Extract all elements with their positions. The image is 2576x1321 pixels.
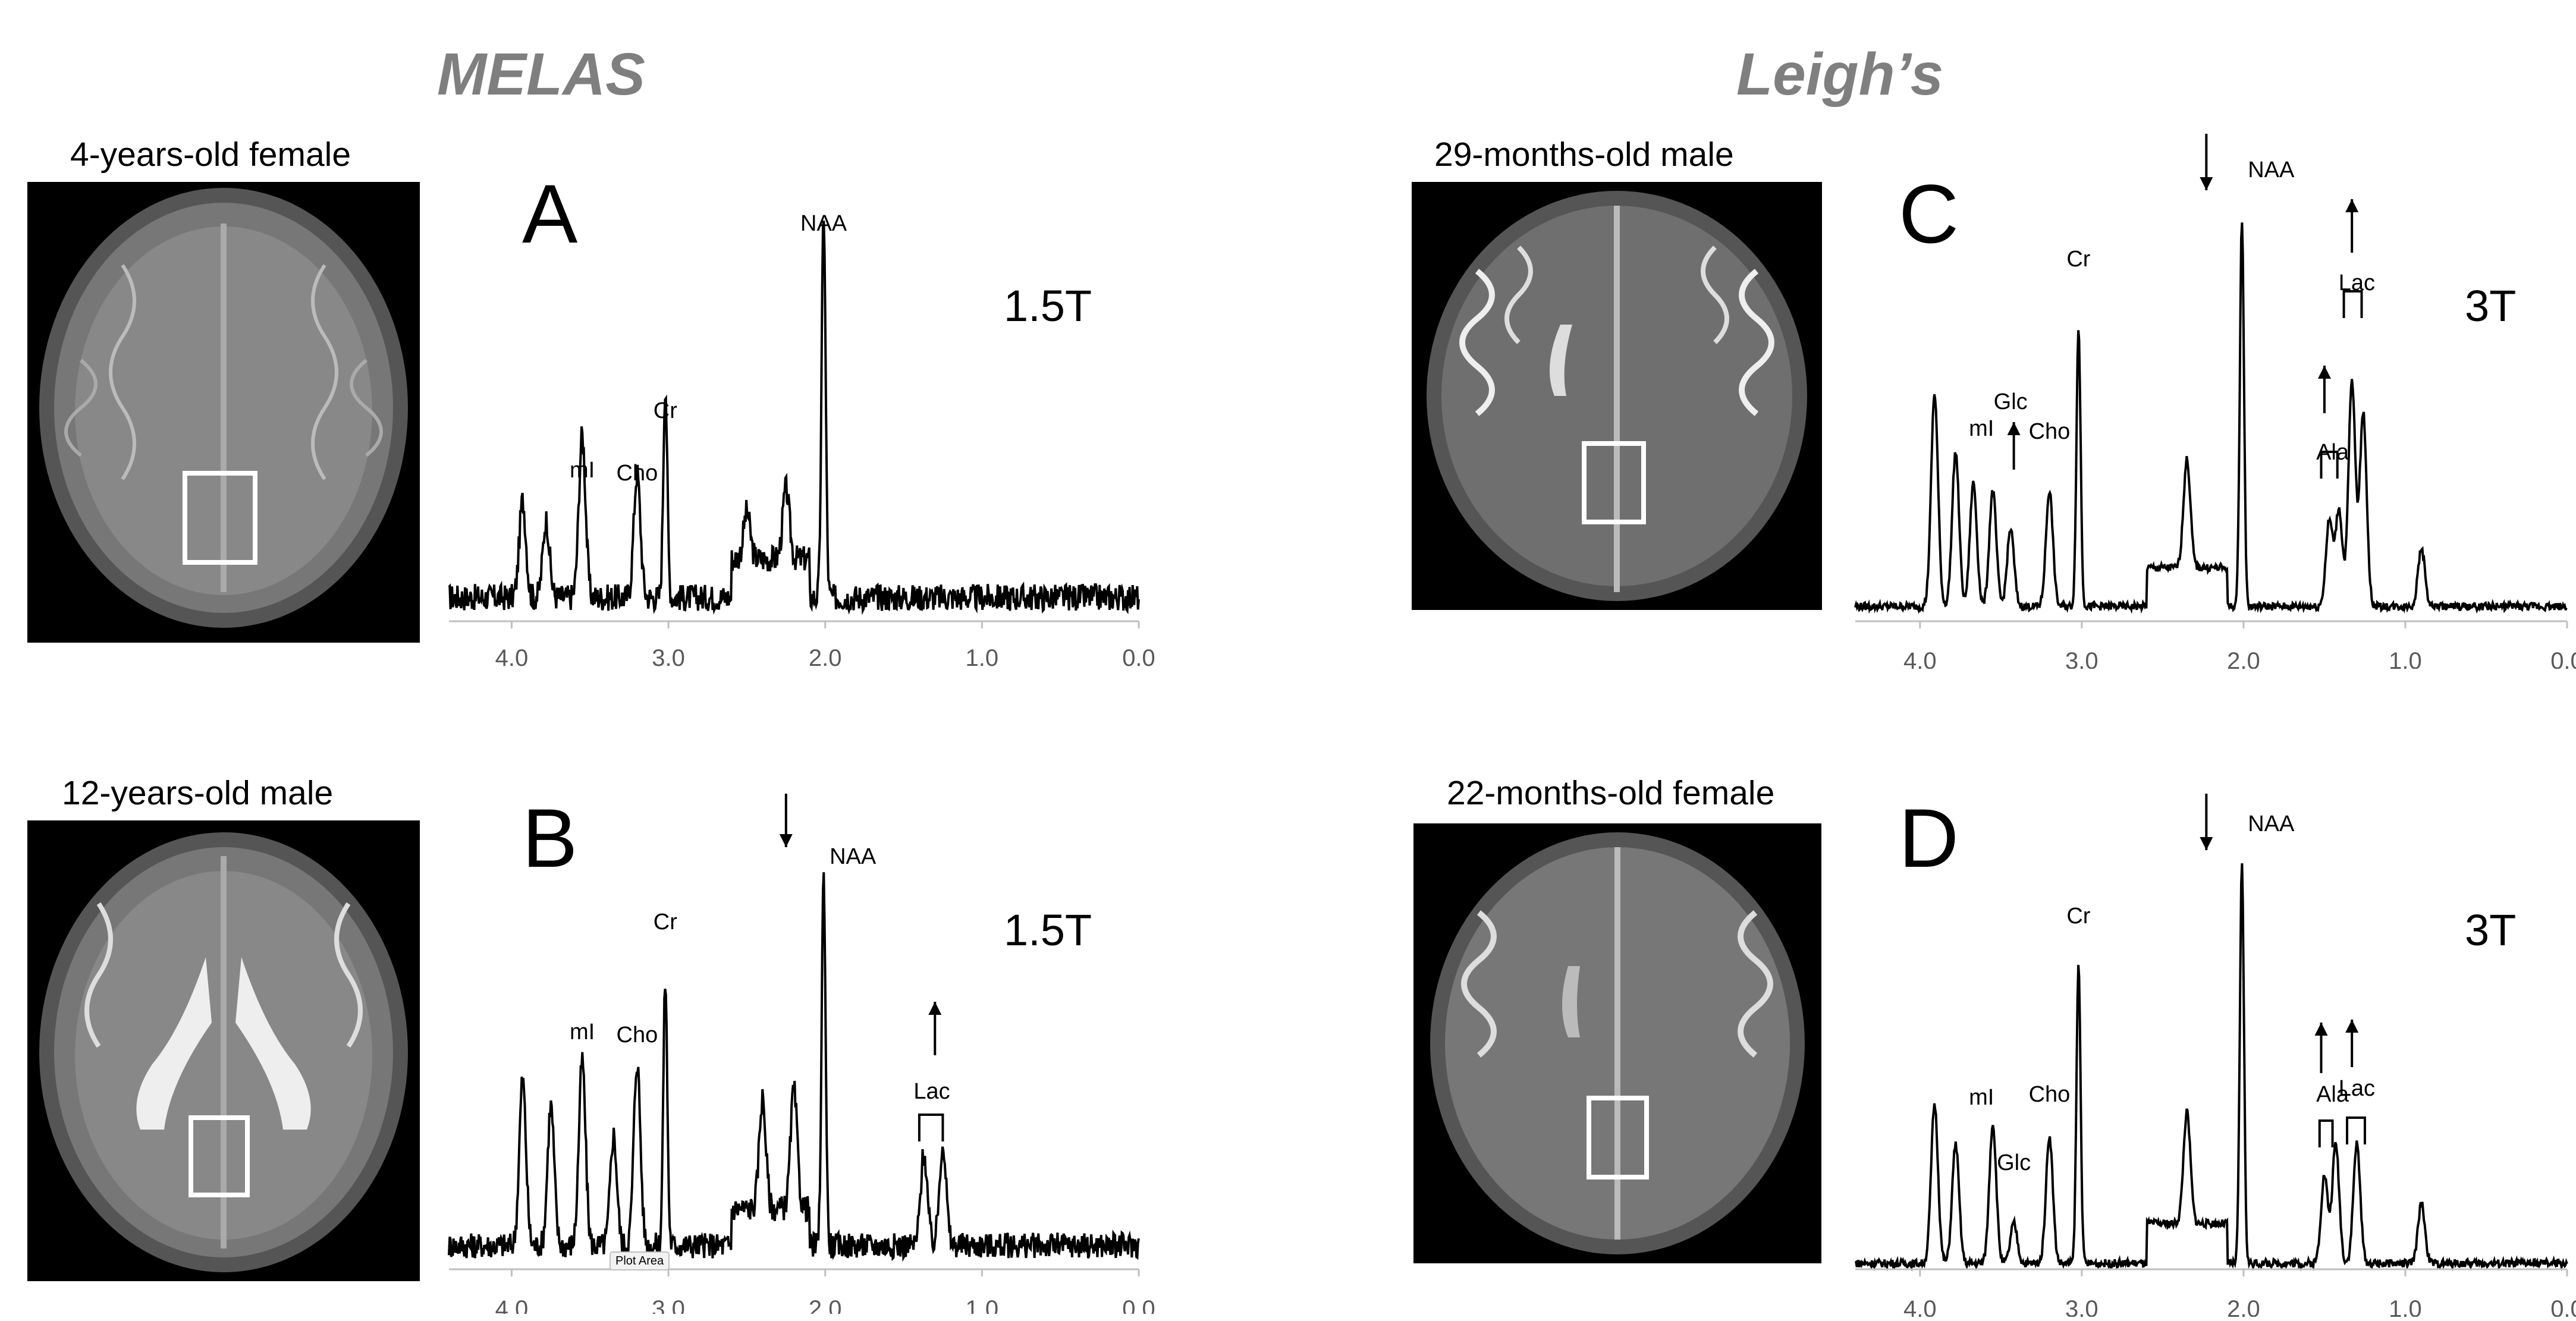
x-tick-label: 3.0 bbox=[652, 1296, 685, 1314]
group-title-melas: MELAS bbox=[437, 41, 645, 108]
doublet-bracket bbox=[918, 1114, 944, 1141]
panel-letter-d: D bbox=[1899, 791, 1959, 885]
x-tick-label: 0.0 bbox=[1122, 1296, 1155, 1314]
peak-label-mi: mI bbox=[570, 1020, 595, 1045]
mri-image-b bbox=[27, 820, 420, 1281]
group-title-leighs: Leigh’s bbox=[1736, 41, 1944, 108]
x-tick-label: 1.0 bbox=[2389, 648, 2422, 669]
x-tick-label: 1.0 bbox=[966, 1296, 999, 1314]
panel-letter-b: B bbox=[522, 791, 578, 885]
roi-box-d bbox=[1587, 1096, 1649, 1180]
spectrum-line bbox=[448, 872, 1140, 1262]
peak-label-cho: Cho bbox=[2029, 1082, 2071, 1107]
peak-label-naa: NAA bbox=[2248, 812, 2295, 836]
x-tick-label: 4.0 bbox=[495, 645, 529, 671]
peak-label-glc: Glc bbox=[1994, 389, 2028, 414]
x-tick-label: 3.0 bbox=[652, 645, 685, 671]
roi-box-a bbox=[183, 471, 257, 565]
mri-image-c bbox=[1412, 182, 1822, 610]
x-tick-label: 3.0 bbox=[2065, 648, 2099, 669]
mri-image-a bbox=[27, 182, 420, 643]
peak-label-cho: Cho bbox=[617, 461, 658, 486]
roi-box-b bbox=[189, 1115, 250, 1197]
patient-caption-a: 4-years-old female bbox=[70, 136, 351, 174]
peak-label-naa: NAA bbox=[830, 844, 877, 869]
peak-label-glc: Glc bbox=[1997, 1150, 2031, 1175]
x-tick-label: 0.0 bbox=[2550, 648, 2576, 669]
arrow-head bbox=[2200, 177, 2213, 190]
peak-label-mi: mI bbox=[1969, 416, 1994, 441]
peak-label-ala: Ala bbox=[2316, 1082, 2349, 1107]
peak-label-lac: Lac bbox=[913, 1079, 950, 1104]
peak-label-cr: Cr bbox=[654, 910, 677, 935]
arrow-head bbox=[2007, 422, 2021, 435]
spectrum-line bbox=[448, 221, 1140, 615]
x-tick-label: 1.0 bbox=[966, 645, 999, 671]
x-tick-label: 4.0 bbox=[1903, 1296, 1937, 1317]
brain-mri-c-graphic bbox=[1427, 191, 1807, 601]
x-tick-label: 3.0 bbox=[2065, 1296, 2099, 1317]
doublet-bracket bbox=[2318, 1119, 2334, 1147]
field-strength-d: 3T bbox=[2465, 905, 2517, 955]
peak-label-naa: NAA bbox=[2248, 158, 2295, 183]
arrow-head bbox=[2345, 199, 2359, 212]
x-tick-label: 2.0 bbox=[809, 1296, 842, 1314]
arrow-head bbox=[2317, 366, 2331, 379]
peak-label-lac: Lac bbox=[2339, 1076, 2375, 1101]
x-tick-label: 2.0 bbox=[2227, 648, 2260, 669]
mri-image-d bbox=[1413, 823, 1821, 1263]
brain-mri-b-graphic bbox=[39, 832, 408, 1272]
arrow-head bbox=[2345, 1020, 2359, 1033]
x-tick-label: 4.0 bbox=[1903, 648, 1937, 669]
peak-label-cr: Cr bbox=[654, 398, 677, 423]
field-strength-c: 3T bbox=[2465, 281, 2517, 331]
x-tick-label: 2.0 bbox=[2227, 1296, 2260, 1317]
doublet-bracket bbox=[2320, 451, 2339, 479]
panel-letter-a: A bbox=[522, 167, 578, 260]
arrow-head bbox=[2314, 1023, 2328, 1036]
field-strength-b: 1.5T bbox=[1004, 905, 1092, 955]
peak-label-cho: Cho bbox=[617, 1023, 658, 1048]
field-strength-a: 1.5T bbox=[1004, 281, 1092, 331]
patient-caption-b: 12-years-old male bbox=[62, 774, 334, 812]
x-tick-label: 4.0 bbox=[495, 1296, 529, 1314]
roi-box-c bbox=[1582, 441, 1646, 524]
brain-mri-a-graphic bbox=[39, 188, 408, 628]
spectrum-line bbox=[1854, 863, 2568, 1272]
doublet-bracket bbox=[2342, 290, 2363, 318]
peak-label-cr: Cr bbox=[2066, 904, 2090, 929]
plot-area-tooltip: Plot Area bbox=[610, 1251, 670, 1270]
doublet-bracket bbox=[2346, 1116, 2366, 1144]
arrow-head bbox=[2200, 837, 2213, 850]
arrow-head bbox=[928, 1002, 942, 1015]
peak-label-cho: Cho bbox=[2029, 419, 2071, 444]
peak-label-naa: NAA bbox=[800, 211, 847, 236]
x-tick-label: 1.0 bbox=[2389, 1296, 2422, 1317]
peak-label-cr: Cr bbox=[2066, 247, 2090, 272]
spectrum-line bbox=[1854, 222, 2568, 614]
x-tick-label: 0.0 bbox=[1122, 645, 1155, 671]
brain-mri-d-graphic bbox=[1430, 832, 1805, 1254]
x-tick-label: 0.0 bbox=[2550, 1296, 2576, 1317]
peak-label-mi: mI bbox=[1969, 1085, 1994, 1110]
patient-caption-d: 22-months-old female bbox=[1447, 774, 1775, 812]
mrs-spectrum-c: 4.03.02.01.00.0NAACrGlcmIChoAlaLac bbox=[1854, 134, 2576, 669]
peak-label-mi: mI bbox=[570, 458, 595, 483]
arrow-head bbox=[779, 834, 793, 847]
x-tick-label: 2.0 bbox=[809, 645, 842, 671]
panel-letter-c: C bbox=[1899, 167, 1959, 260]
patient-caption-c: 29-months-old male bbox=[1434, 136, 1734, 174]
